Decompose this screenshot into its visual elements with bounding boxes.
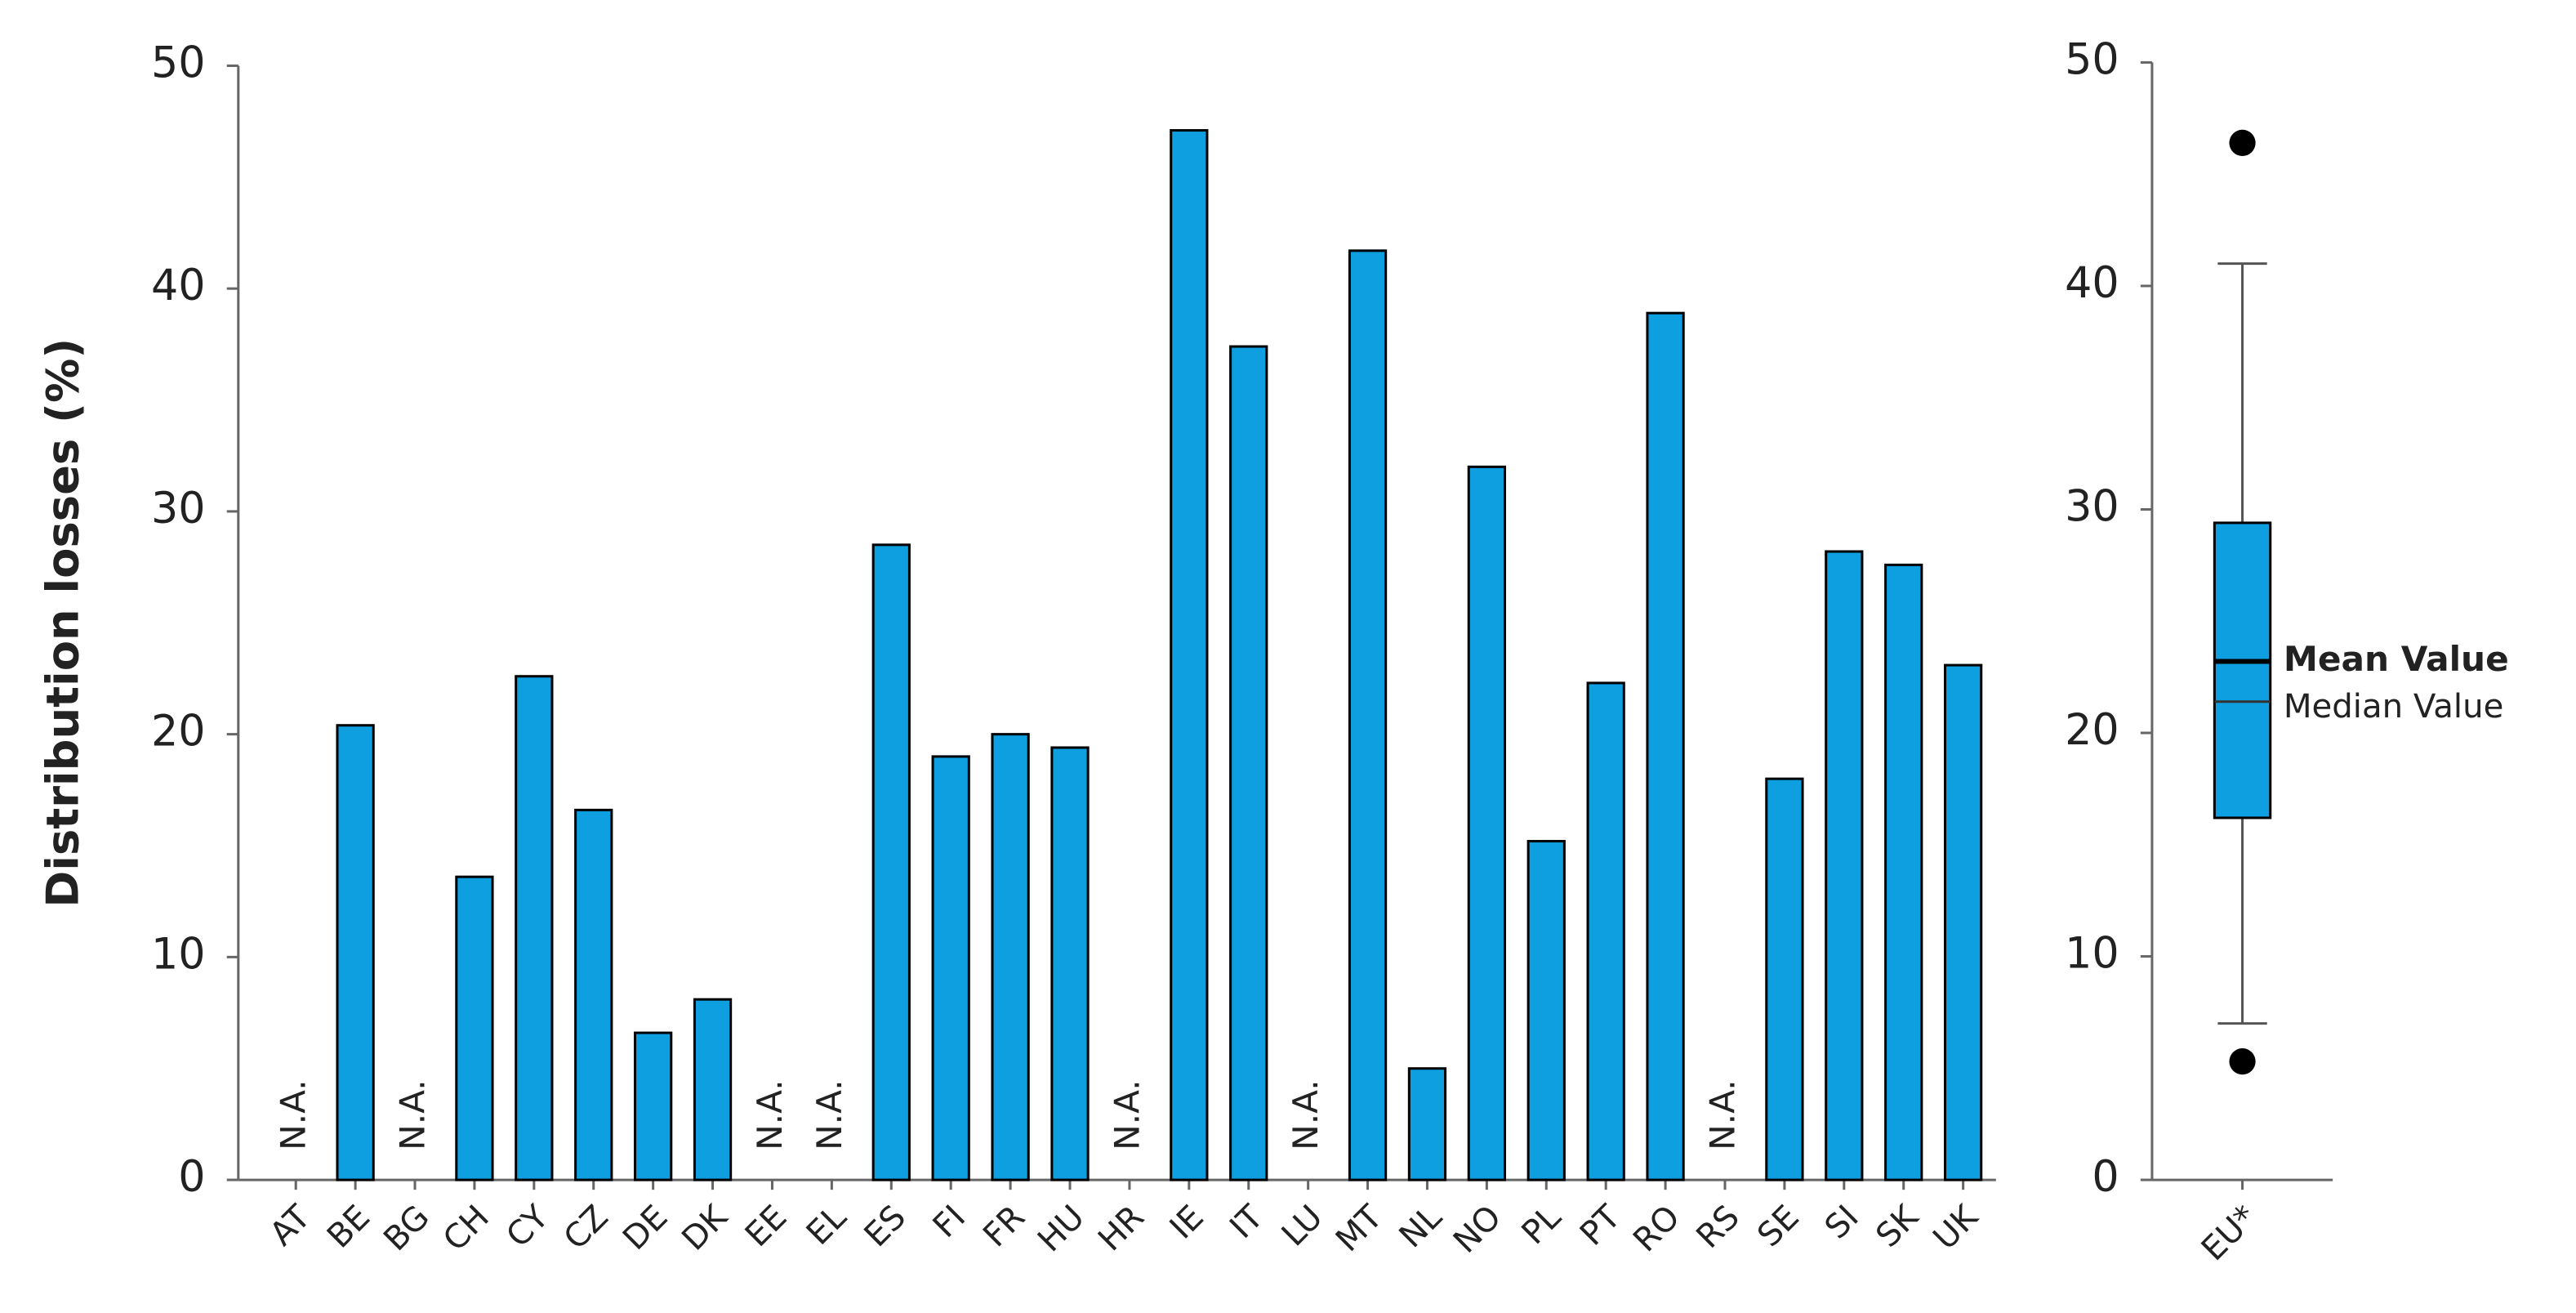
bar	[634, 1031, 673, 1181]
y-tick-label: 40	[2065, 258, 2119, 308]
median-label: Median Value	[2284, 688, 2504, 726]
x-tick-label: LU	[1275, 1199, 1330, 1254]
bar	[1229, 345, 1268, 1181]
y-tick-label: 10	[151, 929, 206, 979]
x-tick-label: FI	[926, 1199, 973, 1245]
na-label: N.A.	[1702, 1079, 1742, 1150]
bar	[1943, 663, 1983, 1181]
y-axis-label: Distribution losses (%)	[38, 338, 89, 908]
x-tick-label: NL	[1393, 1198, 1450, 1255]
bar	[991, 733, 1030, 1181]
y-tick-label: 30	[151, 484, 206, 534]
na-label: N.A.	[750, 1079, 790, 1150]
x-tick-label: RS	[1690, 1199, 1747, 1256]
y-tick-label: 30	[2065, 481, 2119, 531]
x-tick-label: PT	[1573, 1198, 1628, 1253]
bar	[1825, 550, 1864, 1181]
bar	[1526, 840, 1566, 1181]
bar	[336, 724, 375, 1181]
bar	[1586, 681, 1625, 1181]
bar	[1348, 249, 1388, 1181]
x-tick-label: SI	[1818, 1199, 1866, 1247]
x-tick-label: BG	[377, 1199, 437, 1259]
y-tick-label: 40	[151, 261, 206, 310]
bar	[693, 998, 733, 1181]
y-tick-label: 10	[2065, 929, 2119, 979]
x-tick-label: DE	[616, 1199, 675, 1257]
bar	[871, 543, 911, 1181]
bar	[455, 875, 494, 1181]
y-tick-label: 0	[2092, 1152, 2119, 1202]
bar	[574, 808, 613, 1181]
y-tick-label: 20	[151, 707, 206, 757]
na-label: N.A.	[393, 1079, 433, 1150]
x-tick-label: EE	[738, 1199, 794, 1254]
outlier	[2229, 129, 2256, 156]
x-tick-label: CY	[499, 1198, 556, 1255]
na-label: N.A.	[274, 1079, 314, 1150]
x-tick-label: EL	[800, 1198, 854, 1253]
y-tick-label: 50	[151, 38, 206, 87]
x-tick-label: CZ	[557, 1199, 616, 1257]
na-label: N.A.	[1286, 1079, 1326, 1150]
x-tick-label: SE	[1750, 1199, 1807, 1255]
x-tick-label: RO	[1626, 1199, 1687, 1260]
x-tick-label: ES	[858, 1199, 914, 1255]
na-label: N.A.	[809, 1079, 849, 1150]
x-tick-label: NO	[1446, 1199, 1509, 1261]
x-tick-label: PL	[1515, 1198, 1569, 1252]
y-tick-label: 20	[2065, 705, 2119, 755]
bar	[1467, 465, 1506, 1181]
x-tick-label: SK	[1869, 1197, 1926, 1254]
x-tick-label: IT	[1223, 1198, 1271, 1246]
y-tick-label: 50	[2065, 34, 2119, 84]
bar	[515, 675, 554, 1181]
x-tick-label: HR	[1091, 1199, 1152, 1259]
bar	[931, 755, 970, 1181]
na-label: N.A.	[1107, 1079, 1147, 1150]
bar	[1170, 129, 1209, 1181]
x-tick-label: CH	[436, 1199, 497, 1259]
x-tick-label: HU	[1031, 1199, 1092, 1260]
x-tick-label: MT	[1329, 1198, 1390, 1259]
x-tick-label: EU*	[2195, 1199, 2265, 1269]
box	[2213, 521, 2272, 820]
bar	[1050, 746, 1090, 1181]
y-tick-label: 0	[178, 1152, 205, 1202]
x-tick-label: FR	[976, 1199, 1032, 1255]
x-tick-label: DK	[675, 1197, 735, 1257]
mean-label: Mean Value	[2284, 639, 2509, 679]
bar	[1646, 311, 1685, 1181]
bar	[1407, 1067, 1447, 1181]
bar	[1884, 563, 1923, 1181]
x-tick-label: UK	[1927, 1197, 1986, 1257]
x-tick-label: AT	[263, 1198, 318, 1253]
x-tick-label: BE	[320, 1199, 377, 1256]
outlier	[2229, 1048, 2256, 1075]
bar	[1765, 777, 1804, 1181]
x-tick-label: IE	[1163, 1199, 1211, 1247]
